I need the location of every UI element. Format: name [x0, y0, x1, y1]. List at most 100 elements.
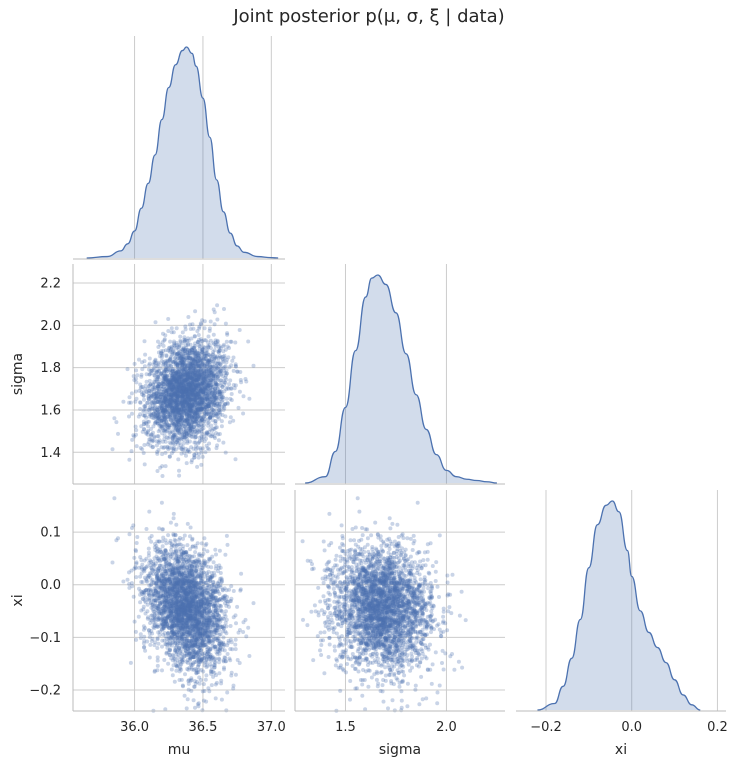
scatter-point: [175, 393, 179, 398]
scatter-point: [180, 420, 185, 425]
scatter-point: [160, 381, 165, 386]
scatter-point: [185, 350, 190, 355]
scatter-point: [145, 400, 150, 405]
scatter-point: [147, 393, 151, 398]
scatter-point: [211, 376, 215, 381]
scatter-point: [179, 389, 184, 394]
scatter-point: [143, 403, 148, 408]
scatter-point: [131, 594, 136, 599]
scatter-point: [171, 413, 176, 418]
scatter-point: [177, 473, 182, 478]
scatter-point: [207, 326, 212, 331]
scatter-point: [157, 526, 162, 531]
scatter-point: [182, 378, 187, 382]
scatter-point: [210, 391, 215, 396]
scatter-point: [171, 374, 176, 379]
scatter-point: [168, 413, 173, 418]
scatter-point: [201, 378, 206, 383]
scatter-point: [188, 389, 193, 394]
scatter-point: [146, 424, 151, 429]
scatter-point: [165, 445, 170, 450]
scatter-point: [196, 369, 201, 374]
scatter-point: [186, 424, 191, 429]
scatter-point: [181, 403, 186, 408]
scatter-point: [170, 404, 175, 409]
scatter-point: [192, 387, 197, 392]
scatter-point: [175, 411, 180, 416]
scatter-point: [157, 400, 162, 405]
scatter-point: [110, 447, 115, 452]
scatter-point: [185, 351, 190, 356]
scatter-point: [153, 541, 157, 546]
scatter-point: [213, 381, 218, 386]
scatter-point: [213, 342, 218, 347]
scatter-point: [155, 386, 160, 391]
scatter-point: [195, 340, 200, 345]
scatter-point: [138, 600, 143, 605]
scatter-point: [172, 392, 177, 397]
scatter-point: [186, 419, 191, 424]
scatter-point: [192, 348, 197, 353]
scatter-point: [222, 389, 227, 394]
scatter-point: [167, 404, 172, 409]
scatter-point: [202, 326, 207, 331]
scatter-point: [243, 617, 248, 622]
scatter-point: [156, 339, 160, 344]
scatter-point: [233, 340, 238, 345]
scatter-point: [182, 369, 186, 374]
scatter-point: [185, 370, 190, 375]
scatter-point: [175, 395, 180, 400]
scatter-point: [150, 445, 155, 450]
scatter-point: [161, 409, 166, 414]
scatter-point: [174, 346, 179, 351]
scatter-point: [161, 392, 165, 397]
scatter-point: [154, 391, 159, 396]
scatter-point: [148, 642, 153, 647]
scatter-point: [179, 386, 184, 391]
scatter-point: [168, 397, 173, 402]
scatter-point: [213, 380, 218, 385]
scatter-point: [251, 363, 256, 368]
scatter-point: [182, 384, 186, 388]
scatter-point: [190, 362, 195, 367]
scatter-point: [142, 339, 147, 344]
scatter-point: [205, 358, 210, 363]
scatter-point: [194, 407, 199, 412]
scatter-point: [159, 351, 164, 356]
scatter-point: [187, 426, 192, 431]
scatter-point: [208, 367, 213, 372]
scatter-point: [156, 373, 161, 378]
scatter-point: [184, 453, 188, 458]
scatter-point: [174, 394, 179, 399]
scatter-point: [185, 392, 190, 397]
scatter-point: [179, 383, 184, 388]
scatter-point: [151, 382, 155, 387]
scatter-point: [171, 447, 176, 452]
scatter-point: [170, 375, 175, 380]
scatter-point: [184, 386, 189, 391]
scatter-point: [179, 396, 184, 401]
scatter-point: [222, 383, 227, 387]
scatter-point: [191, 387, 196, 392]
scatter-point: [196, 397, 201, 402]
scatter-point: [139, 608, 144, 613]
scatter-point: [167, 367, 172, 372]
scatter-point: [222, 648, 227, 653]
scatter-point: [181, 441, 186, 446]
scatter-point: [185, 375, 190, 380]
scatter-point: [213, 386, 218, 391]
scatter-point: [137, 357, 141, 362]
scatter-point: [171, 405, 176, 410]
scatter-point: [168, 417, 173, 422]
scatter-point: [121, 399, 126, 404]
scatter-point: [174, 402, 178, 407]
scatter-point: [231, 355, 236, 360]
scatter-point: [203, 398, 207, 403]
scatter-point: [233, 647, 238, 652]
scatter-point: [191, 345, 196, 350]
scatter-point: [178, 375, 183, 380]
scatter-point: [204, 673, 209, 678]
scatter-point: [178, 338, 183, 343]
scatter-point: [221, 395, 226, 400]
scatter-point: [179, 383, 184, 387]
